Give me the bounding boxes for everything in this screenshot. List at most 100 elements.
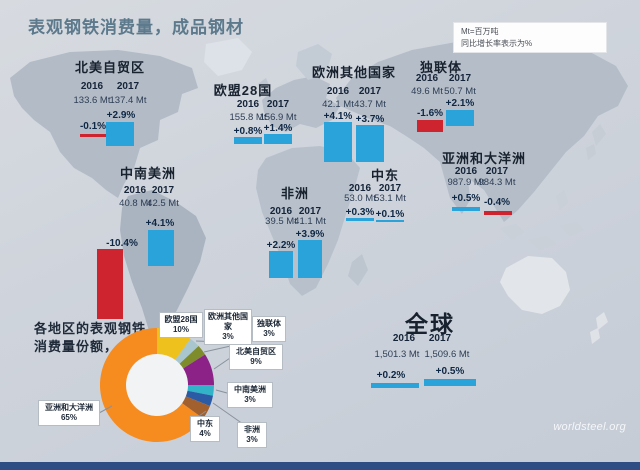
- growth-bar-2017: [446, 110, 474, 126]
- value-2016: 987.9 Mt: [447, 177, 485, 188]
- year-label-2017: 2017: [358, 86, 382, 97]
- callout-label: 中南美洲: [234, 385, 266, 394]
- island-greenland: [204, 38, 252, 76]
- donut-callout-other-europe: 欧洲其他国家 3%: [204, 309, 252, 345]
- units-note: Mt=百万吨 同比增长率表示为%: [453, 22, 607, 53]
- growth-bar-2016: [324, 122, 352, 162]
- value-2016: 155.8 Mt: [229, 112, 267, 123]
- callout-pct: 3%: [246, 435, 258, 444]
- year-label-2017: 2017: [116, 81, 140, 92]
- growth-label-2017: +2.1%: [445, 98, 475, 109]
- callout-pct: 4%: [199, 429, 211, 438]
- growth-bar-2017: [376, 220, 404, 222]
- region-block-africa: 非洲 2016 2017 39.5 Mt 41.1 Mt +2.2% +3.9%: [235, 183, 355, 283]
- units-note-line2: 同比增长率表示为%: [461, 39, 533, 48]
- year-label-2017: 2017: [448, 73, 472, 84]
- region-name: 中南美洲: [119, 166, 176, 181]
- islands-japan: [586, 124, 606, 160]
- callout-pct: 3%: [244, 395, 256, 404]
- callout-pct: 10%: [172, 325, 189, 334]
- callout-label: 独联体: [257, 319, 281, 328]
- growth-label-2017: +3.7%: [355, 114, 385, 125]
- year-label-2016: 2016: [392, 333, 416, 344]
- growth-label-2016: -0.1%: [79, 121, 107, 132]
- donut-callout-eu28: 欧盟28国 10%: [159, 312, 203, 338]
- region-block-asia-oceania: 亚洲和大洋洲 2016 2017 987.9 Mt 984.3 Mt +0.5%…: [424, 148, 544, 223]
- growth-bar-2016: [80, 134, 108, 137]
- region-block-global: 全球 2016 2017 1,501.3 Mt 1,509.6 Mt +0.2%…: [360, 305, 500, 395]
- page-title: 表观钢铁消费量，成品钢材: [28, 18, 244, 37]
- value-2017: 43.7 Mt: [354, 99, 386, 110]
- growth-label-2016: +0.3%: [345, 207, 375, 218]
- callout-label: 北美自贸区: [236, 347, 276, 356]
- callout-pct: 3%: [222, 332, 234, 341]
- value-2017: 53.1 Mt: [374, 193, 406, 204]
- year-label-2017: 2017: [298, 206, 322, 217]
- donut-chart-title: 各地区的表观钢铁 消费量份额，2017: [34, 320, 151, 356]
- growth-bar-2016: [346, 218, 374, 221]
- growth-bar-2016: [452, 207, 480, 211]
- region-name: 亚洲和大洋洲: [441, 151, 526, 166]
- value-2017: 156.9 Mt: [259, 112, 297, 123]
- region-block-other-europe: 欧洲其他国家 2016 2017 42.1 Mt 43.7 Mt +4.1% +…: [294, 62, 414, 172]
- growth-bar-2017: [148, 230, 174, 266]
- growth-bar-2017: [106, 122, 134, 146]
- region-name: 北美自贸区: [74, 60, 145, 75]
- value-2016: 133.6 Mt: [73, 95, 111, 106]
- value-2016: 40.8 Mt: [119, 198, 151, 209]
- value-2016: 39.5 Mt: [265, 216, 297, 227]
- growth-label-2017: +0.5%: [435, 366, 465, 377]
- donut-callout-nafta: 北美自贸区 9%: [229, 344, 283, 370]
- donut-slice-3: [183, 354, 214, 385]
- growth-label-2016: +0.2%: [376, 370, 406, 381]
- callout-label: 欧盟28国: [164, 315, 198, 324]
- region-name: 独联体: [419, 60, 462, 75]
- growth-label-2017: -0.4%: [483, 197, 511, 208]
- callout-pct: 3%: [263, 329, 275, 338]
- year-label-2016: 2016: [348, 183, 372, 194]
- year-label-2017: 2017: [151, 185, 175, 196]
- growth-bar-2017: [298, 240, 322, 278]
- growth-bar-2016: [417, 120, 443, 132]
- callout-pct: 9%: [250, 357, 262, 366]
- callout-label: 亚洲和大洋洲: [45, 403, 93, 412]
- value-2016: 1,501.3 Mt: [374, 349, 420, 360]
- region-block-middle-east: 中东 2016 2017 53.0 Mt 53.1 Mt +0.3% +0.1%: [325, 165, 445, 230]
- region-block-cis: 独联体 2016 2017 49.6 Mt 50.7 Mt -1.6% +2.1…: [381, 57, 501, 137]
- islands-new-zealand: [590, 312, 608, 344]
- growth-bar-2016: [97, 249, 123, 319]
- growth-label-2017: +2.9%: [106, 110, 136, 121]
- year-label-2016: 2016: [123, 185, 147, 196]
- growth-bar-2016: [269, 251, 293, 278]
- year-label-2016: 2016: [269, 206, 293, 217]
- value-2017: 42.5 Mt: [147, 198, 179, 209]
- growth-label-2017: +1.4%: [263, 123, 293, 134]
- donut-callout-asia-oceania: 亚洲和大洋洲 65%: [38, 400, 100, 426]
- region-name: 非洲: [280, 186, 309, 201]
- growth-label-2016: +4.1%: [323, 111, 353, 122]
- donut-hole: [124, 352, 190, 418]
- units-note-line1: Mt=百万吨: [461, 27, 499, 36]
- growth-label-2017: +3.9%: [295, 229, 325, 240]
- growth-label-2016: +0.8%: [233, 126, 263, 137]
- callout-connector-line: [98, 405, 113, 414]
- callout-label: 中东: [197, 419, 213, 428]
- callout-connector-line: [215, 389, 228, 394]
- donut-title-line2: 消费量份额，2017: [34, 339, 151, 354]
- donut-slice-2: [179, 346, 206, 369]
- year-label-2016: 2016: [80, 81, 104, 92]
- region-name: 中东: [370, 168, 399, 183]
- donut-callout-cis: 独联体 3%: [252, 316, 286, 342]
- growth-label-2016: +2.2%: [266, 240, 296, 251]
- value-2017: 984.3 Mt: [478, 177, 516, 188]
- growth-bar-2017: [264, 134, 292, 144]
- year-label-2017: 2017: [428, 333, 452, 344]
- year-label-2016: 2016: [454, 166, 478, 177]
- region-block-nafta: 北美自贸区 2016 2017 133.6 Mt 137.4 Mt -0.1% …: [50, 57, 170, 152]
- region-name: 全球: [405, 311, 455, 337]
- donut-slice-5: [185, 390, 213, 406]
- growth-bar-2017: [484, 211, 512, 215]
- year-label-2016: 2016: [236, 99, 260, 110]
- continent-australia: [500, 256, 570, 314]
